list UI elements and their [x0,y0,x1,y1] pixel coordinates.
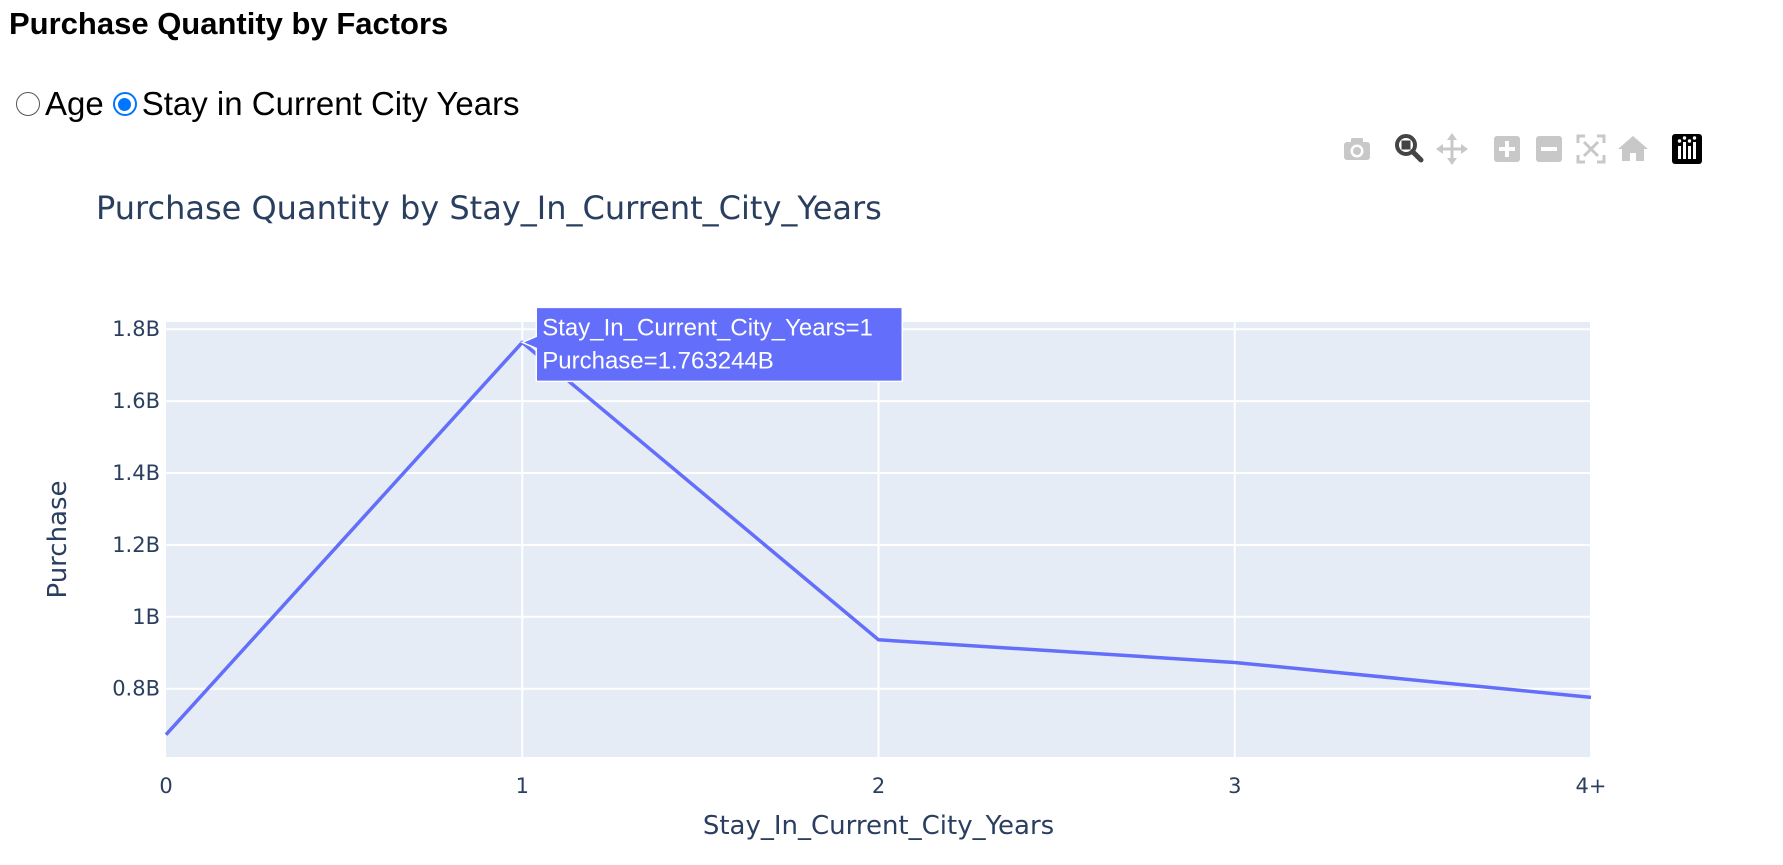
camera-icon [1344,138,1370,160]
y-tick-label: 1.8B [112,317,160,341]
plotly-logo-button[interactable] [1670,132,1704,166]
plotly-logo-icon [1672,134,1702,164]
zoom-button[interactable] [1392,132,1426,166]
reset-axes-button[interactable] [1616,132,1650,166]
radio-option-stay-in-current-city-years[interactable]: Stay in Current City Years [112,85,520,123]
y-tick-label: 1B [132,605,160,629]
x-tick-label: 1 [516,774,529,798]
axis-tick-labels: 0 1 2 3 4+ 0.8B 1B 1.2B 1.4B 1.6B 1.8B [112,317,1606,798]
download-png-button[interactable] [1340,132,1374,166]
hover-label-y: Purchase=1.763244B [542,347,774,374]
radio-button-stay-in-current-city-years[interactable] [112,92,137,116]
page-title: Purchase Quantity by Factors [9,6,449,41]
x-tick-label: 3 [1228,774,1241,798]
radio-label-stay-in-current-city-years: Stay in Current City Years [141,85,520,122]
series-line [164,340,1592,736]
radio-option-age[interactable]: Age [16,85,104,123]
x-tick-label: 0 [159,774,172,798]
pan-button[interactable] [1435,132,1469,166]
pan-icon [1436,133,1468,165]
x-tick-label: 2 [872,774,885,798]
x-axis-title: Stay_In_Current_City_Years [703,811,1054,841]
x-tick-label: 4+ [1576,774,1607,798]
hover-box [520,306,903,383]
home-icon [1618,136,1648,161]
y-tick-label: 0.8B [112,677,160,701]
hover-label-x: Stay_In_Current_City_Years=1 [542,314,873,341]
radio-label-age: Age [45,85,104,122]
y-tick-label: 1.6B [112,389,160,413]
chart-title: Purchase Quantity by Stay_In_Current_Cit… [96,189,882,227]
series-layer [164,340,1592,736]
y-tick-label: 1.2B [112,533,160,557]
hover-tooltip: Stay_In_Current_City_Years=1 Purchase=1.7… [520,306,903,383]
zoom-out-button[interactable] [1532,132,1566,166]
zoom-in-icon [1494,136,1520,162]
autoscale-button[interactable] [1574,132,1608,166]
y-tick-label: 1.4B [112,461,160,485]
factor-radio-group: Age Stay in Current City Years [16,85,529,123]
zoom-out-icon [1536,136,1562,162]
autoscale-icon [1576,134,1606,164]
zoom-icon [1395,134,1424,163]
zoom-in-button[interactable] [1490,132,1524,166]
y-axis-title: Purchase [43,480,73,598]
radio-button-age[interactable] [16,92,40,116]
